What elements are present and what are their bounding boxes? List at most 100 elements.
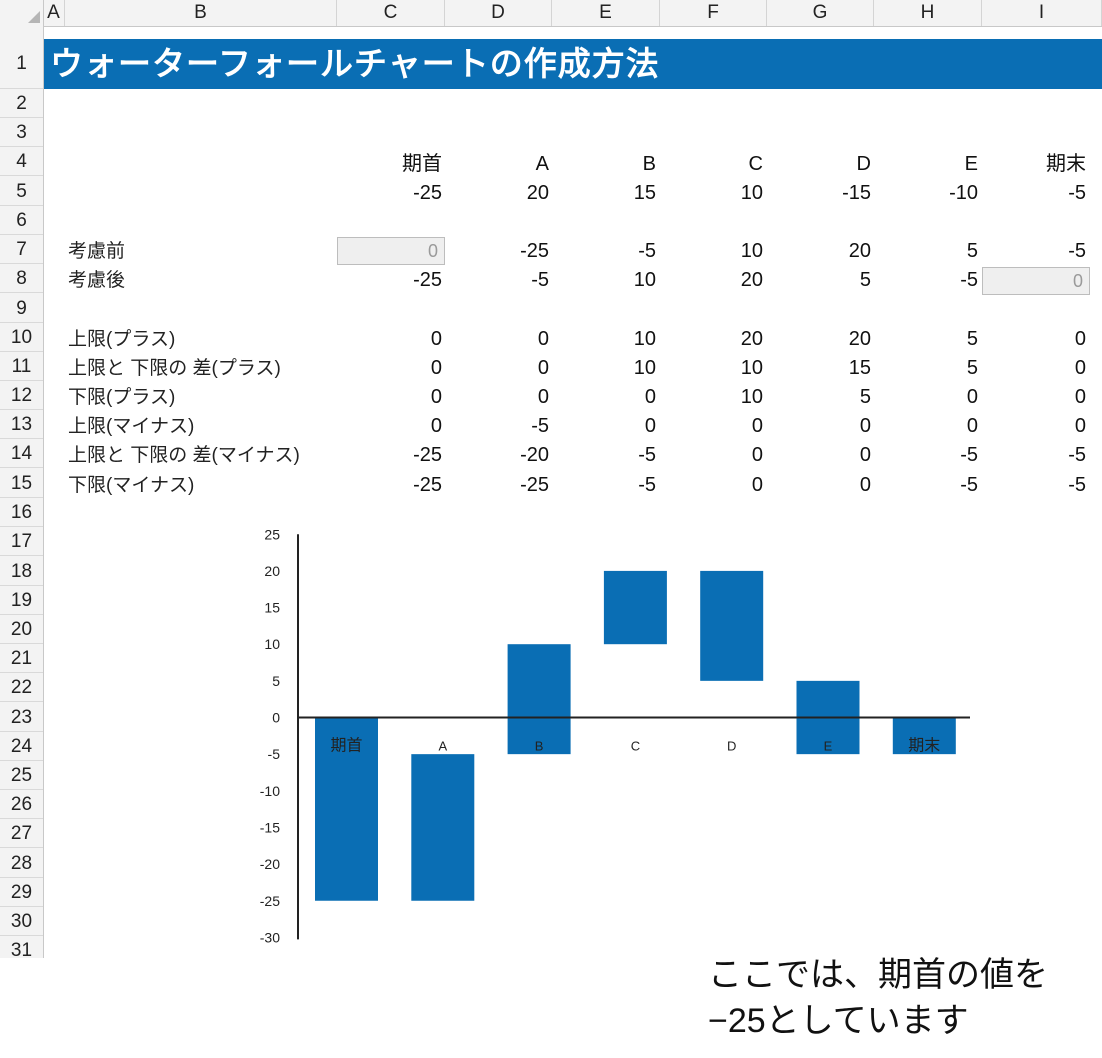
- column-header-a[interactable]: A: [43, 0, 65, 26]
- row-header-30[interactable]: 30: [0, 907, 43, 937]
- chart-bar[interactable]: [411, 754, 475, 901]
- table-label-5[interactable]: 上限と 下限の 差(マイナス): [68, 445, 300, 466]
- row-header-12[interactable]: 12: [0, 381, 43, 411]
- row-header-26[interactable]: 26: [0, 790, 43, 820]
- row-header-17[interactable]: 17: [0, 527, 43, 557]
- table-cell-r4-e[interactable]: 0: [644, 415, 656, 437]
- table-cell-r2-d[interactable]: 0: [537, 357, 549, 379]
- after-cell-d[interactable]: -5: [531, 269, 549, 291]
- table-cell-r1-c[interactable]: 0: [430, 328, 442, 350]
- column-header-g[interactable]: G: [767, 0, 874, 26]
- table-cell-r6-e[interactable]: -5: [638, 474, 656, 496]
- column-header-i[interactable]: I: [982, 0, 1102, 26]
- row-header-11[interactable]: 11: [0, 352, 43, 382]
- column-header-d[interactable]: D: [445, 0, 552, 26]
- after-cell-h[interactable]: -5: [960, 269, 978, 291]
- row-header-31[interactable]: 31: [0, 936, 43, 958]
- column-header-c[interactable]: C: [337, 0, 445, 26]
- value-cell-e[interactable]: 15: [633, 182, 656, 204]
- label-after[interactable]: 考慮後: [68, 270, 126, 291]
- table-cell-r6-c[interactable]: -25: [413, 474, 442, 496]
- table-cell-r5-e[interactable]: -5: [638, 444, 656, 466]
- column-header-h[interactable]: H: [874, 0, 982, 26]
- table-cell-r1-d[interactable]: 0: [537, 328, 549, 350]
- header-cell-c[interactable]: 期首: [402, 153, 442, 175]
- table-cell-r5-i[interactable]: -5: [1068, 444, 1086, 466]
- table-cell-r5-h[interactable]: -5: [960, 444, 978, 466]
- row-header-24[interactable]: 24: [0, 732, 43, 762]
- value-cell-f[interactable]: 10: [740, 182, 763, 204]
- column-header-e[interactable]: E: [552, 0, 660, 26]
- table-cell-r2-g[interactable]: 15: [848, 357, 871, 379]
- table-cell-r4-g[interactable]: 0: [859, 415, 871, 437]
- row-header-29[interactable]: 29: [0, 878, 43, 908]
- before-cell-d[interactable]: -25: [520, 240, 549, 262]
- table-cell-r4-f[interactable]: 0: [751, 415, 763, 437]
- table-cell-r5-f[interactable]: 0: [751, 444, 763, 466]
- value-cell-h[interactable]: -10: [949, 182, 978, 204]
- table-cell-r5-d[interactable]: -20: [520, 444, 549, 466]
- row-header-7[interactable]: 7: [0, 235, 43, 265]
- table-cell-r6-f[interactable]: 0: [751, 474, 763, 496]
- table-cell-r1-e[interactable]: 10: [633, 328, 656, 350]
- before-cell-e[interactable]: -5: [638, 240, 656, 262]
- row-header-14[interactable]: 14: [0, 439, 43, 469]
- before-cell-h[interactable]: 5: [966, 240, 978, 262]
- table-cell-r2-c[interactable]: 0: [430, 357, 442, 379]
- header-cell-e[interactable]: B: [642, 153, 656, 175]
- table-cell-r1-g[interactable]: 20: [848, 328, 871, 350]
- table-label-6[interactable]: 下限(マイナス): [68, 475, 195, 496]
- table-cell-r4-c[interactable]: 0: [430, 415, 442, 437]
- row-header-25[interactable]: 25: [0, 761, 43, 791]
- table-cell-r3-g[interactable]: 5: [859, 386, 871, 408]
- value-cell-d[interactable]: 20: [526, 182, 549, 204]
- table-cell-r2-e[interactable]: 10: [633, 357, 656, 379]
- after-cell-g[interactable]: 5: [859, 269, 871, 291]
- table-cell-r5-g[interactable]: 0: [859, 444, 871, 466]
- row-header-8[interactable]: 8: [0, 264, 43, 294]
- column-header-b[interactable]: B: [65, 0, 337, 26]
- table-cell-r6-d[interactable]: -25: [520, 474, 549, 496]
- row-header-5[interactable]: 5: [0, 177, 43, 207]
- row-header-16[interactable]: 16: [0, 498, 43, 528]
- table-cell-r1-h[interactable]: 5: [966, 328, 978, 350]
- chart-bar[interactable]: [700, 570, 764, 681]
- table-label-3[interactable]: 下限(プラス): [68, 387, 176, 408]
- chart-bar[interactable]: [603, 570, 667, 645]
- row-header-15[interactable]: 15: [0, 469, 43, 499]
- after-cell-i-input[interactable]: 0: [982, 267, 1090, 295]
- table-label-2[interactable]: 上限と 下限の 差(プラス): [68, 358, 281, 379]
- table-cell-r3-h[interactable]: 0: [966, 386, 978, 408]
- header-cell-f[interactable]: C: [748, 153, 763, 175]
- row-header-22[interactable]: 22: [0, 673, 43, 703]
- before-cell-f[interactable]: 10: [740, 240, 763, 262]
- table-cell-r3-d[interactable]: 0: [537, 386, 549, 408]
- table-cell-r6-i[interactable]: -5: [1068, 474, 1086, 496]
- sheet-title[interactable]: ウォーターフォールチャートの作成方法: [50, 45, 660, 82]
- table-label-1[interactable]: 上限(プラス): [68, 329, 176, 350]
- header-cell-d[interactable]: A: [535, 153, 549, 175]
- row-header-6[interactable]: 6: [0, 206, 43, 236]
- row-header-20[interactable]: 20: [0, 615, 43, 645]
- row-header-27[interactable]: 27: [0, 819, 43, 849]
- table-cell-r4-d[interactable]: -5: [531, 415, 549, 437]
- header-cell-h[interactable]: E: [964, 153, 978, 175]
- chart-bar[interactable]: [507, 644, 571, 755]
- column-header-f[interactable]: F: [660, 0, 767, 26]
- row-header-4[interactable]: 4: [0, 147, 43, 177]
- row-header-9[interactable]: 9: [0, 294, 43, 324]
- table-cell-r4-h[interactable]: 0: [966, 415, 978, 437]
- table-cell-r6-g[interactable]: 0: [859, 474, 871, 496]
- before-cell-c-input[interactable]: 0: [337, 237, 445, 265]
- after-cell-f[interactable]: 20: [740, 269, 763, 291]
- select-all-corner[interactable]: [0, 0, 44, 26]
- table-cell-r2-i[interactable]: 0: [1074, 357, 1086, 379]
- chart-bar[interactable]: [892, 717, 956, 755]
- row-header-19[interactable]: 19: [0, 586, 43, 616]
- table-cell-r4-i[interactable]: 0: [1074, 415, 1086, 437]
- row-header-1[interactable]: 1: [0, 39, 43, 89]
- table-cell-r2-h[interactable]: 5: [966, 357, 978, 379]
- table-cell-r1-f[interactable]: 20: [740, 328, 763, 350]
- value-cell-i[interactable]: -5: [1068, 182, 1086, 204]
- chart-bar[interactable]: [315, 717, 378, 901]
